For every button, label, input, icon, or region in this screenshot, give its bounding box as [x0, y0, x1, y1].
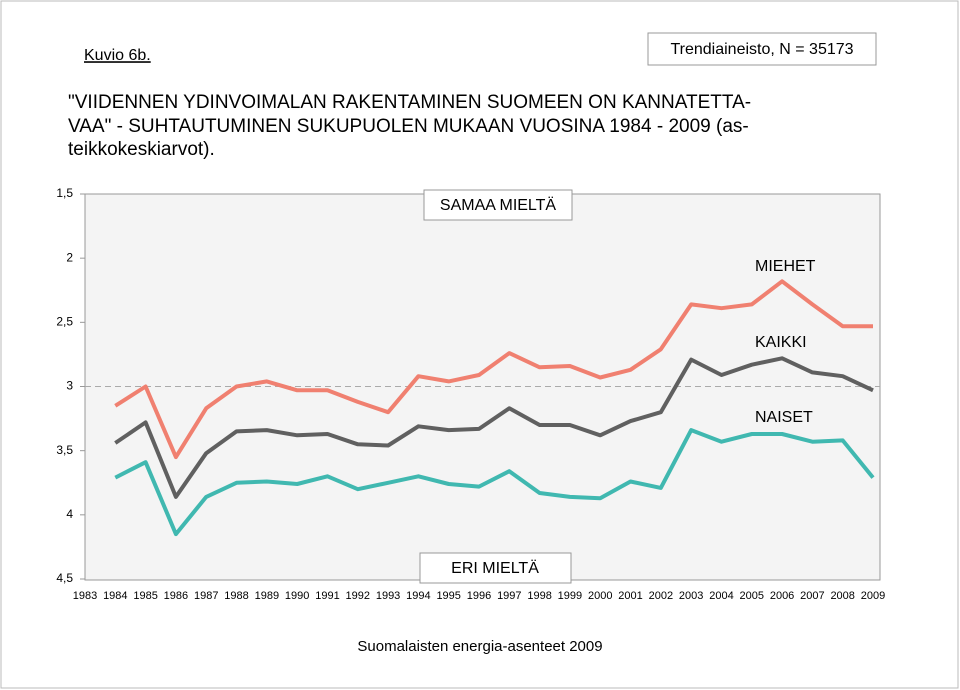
x-tick-label: 2004 [709, 590, 733, 602]
x-tick-label: 2009 [861, 590, 885, 602]
y-tick-label: 2,5 [56, 315, 73, 329]
x-tick-label: 1989 [255, 590, 279, 602]
annotation-box [419, 552, 572, 584]
x-tick-label: 1999 [558, 590, 582, 602]
x-tick-label: 1983 [73, 590, 97, 602]
x-tick-label: 2003 [679, 590, 703, 602]
x-tick-label: 1985 [133, 590, 157, 602]
x-tick-label: 1993 [376, 590, 400, 602]
x-tick-label: 1998 [527, 590, 551, 602]
annotation-box [423, 189, 573, 221]
x-tick-label: 1992 [346, 590, 370, 602]
x-tick-label: 1986 [164, 590, 188, 602]
series-label: KAIKKI [755, 334, 807, 351]
y-tick-label: 4,5 [56, 571, 73, 585]
x-tick-label: 1996 [467, 590, 491, 602]
x-tick-label: 1990 [285, 590, 309, 602]
x-tick-label: 1987 [194, 590, 218, 602]
x-tick-label: 2001 [618, 590, 642, 602]
x-tick-label: 1997 [497, 590, 521, 602]
x-tick-label: 2007 [800, 590, 824, 602]
x-tick-label: 1995 [436, 590, 460, 602]
source-text: Trendiaineisto, N = 35173 [670, 41, 853, 58]
series-line [114, 279, 873, 460]
y-tick-label: 3 [66, 379, 73, 393]
y-tick-label: 1,5 [56, 186, 73, 200]
title-line: VAA" - SUHTAUTUMINEN SUKUPUOLEN MUKAAN V… [68, 116, 749, 137]
y-tick-label: 2 [66, 250, 73, 264]
title-line: teikkokeskiarvot). [68, 139, 215, 160]
series-line [114, 428, 875, 537]
series-label: NAISET [755, 409, 813, 426]
x-tick-label: 1988 [224, 590, 248, 602]
x-tick-label: 1991 [315, 590, 339, 602]
x-tick-label: 2002 [649, 590, 673, 602]
series-line [114, 356, 874, 499]
annotation: SAMAA MIELTÄ [440, 196, 557, 214]
title-line: "VIIDENNEN YDINVOIMALAN RAKENTAMINEN SUO… [68, 92, 751, 113]
x-tick-label: 1984 [103, 590, 127, 602]
x-tick-label: 1994 [406, 590, 430, 602]
source-box [647, 32, 877, 66]
series-label: MIEHET [755, 258, 816, 275]
y-tick-label: 4 [66, 507, 73, 521]
x-tick-label: 2005 [740, 590, 764, 602]
y-tick-label: 3,5 [56, 443, 73, 457]
footer: Suomalaisten energia-asenteet 2009 [357, 638, 602, 655]
x-tick-label: 2008 [830, 590, 854, 602]
x-tick-label: 2006 [770, 590, 794, 602]
annotation: ERI MIELTÄ [451, 559, 539, 577]
x-tick-label: 2000 [588, 590, 612, 602]
figure-label: Kuvio 6b. [84, 47, 151, 64]
